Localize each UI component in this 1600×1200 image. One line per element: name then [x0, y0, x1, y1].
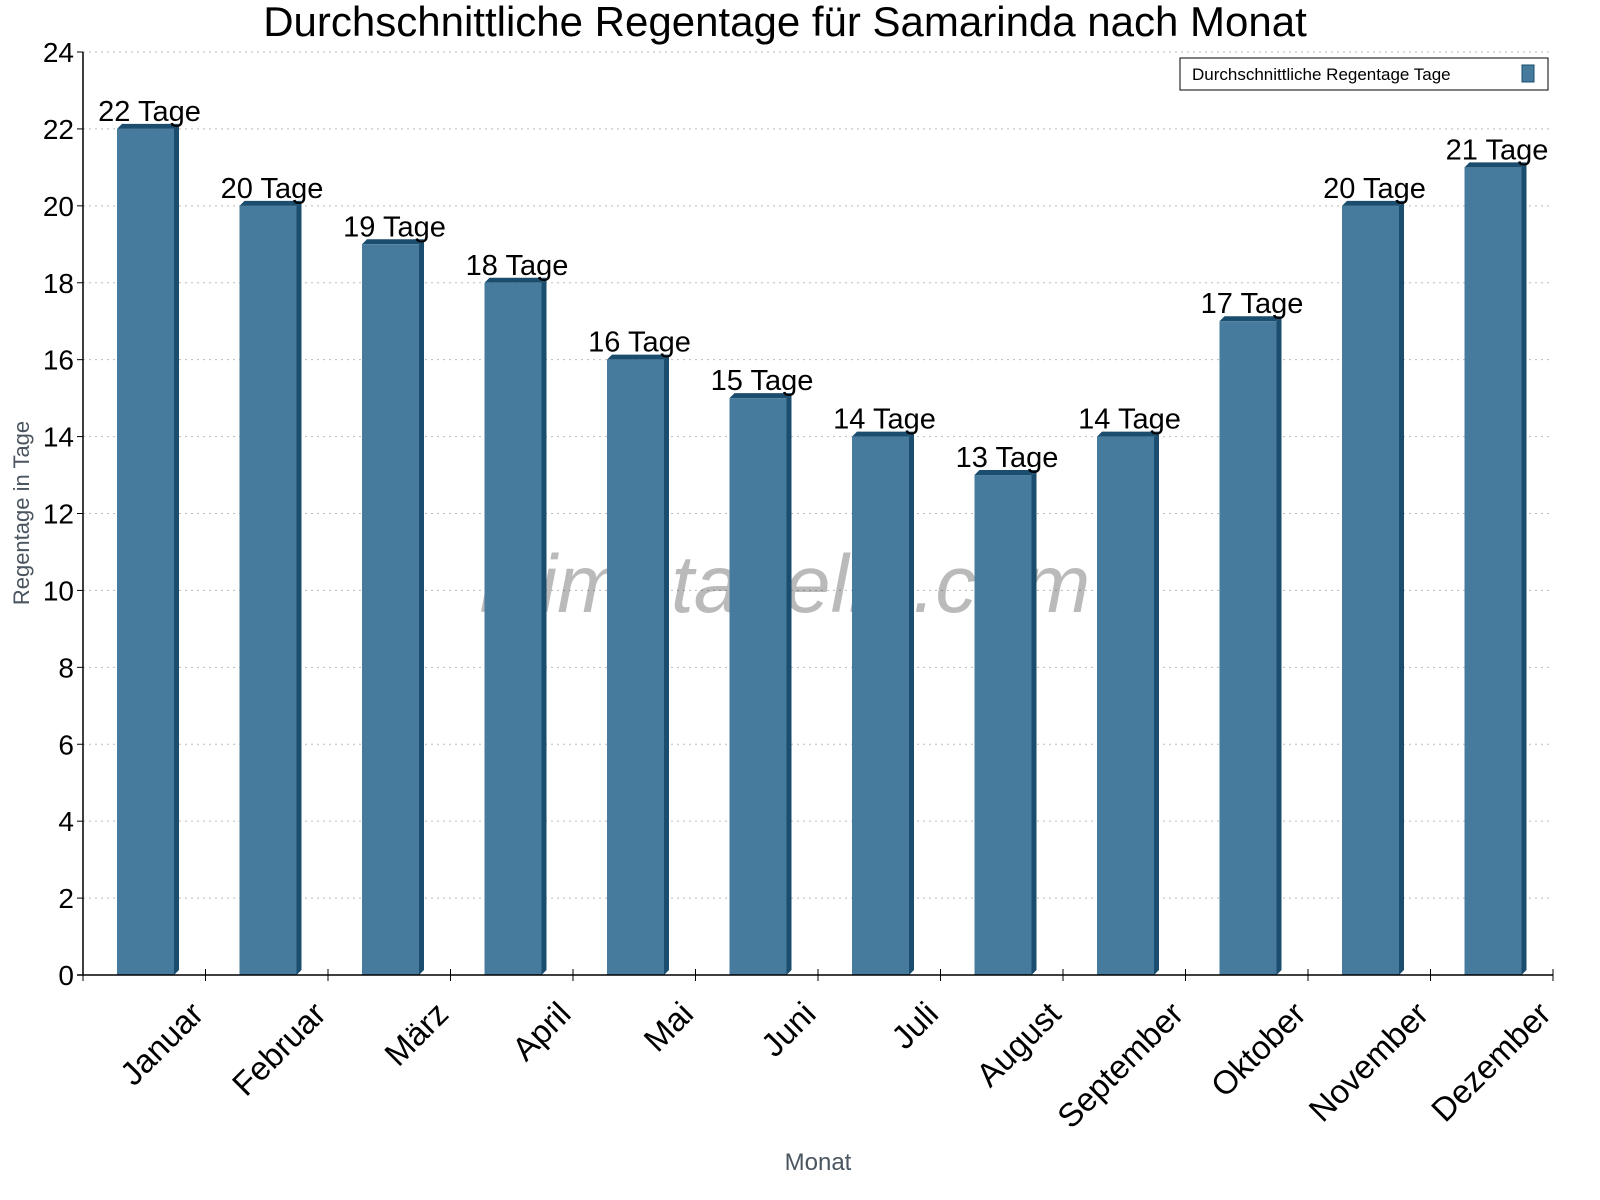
bar-top	[239, 200, 302, 206]
bar	[974, 475, 1032, 975]
data-label: 21 Tage	[1446, 134, 1549, 166]
bar-side	[1399, 200, 1404, 976]
x-tick-label: Januar	[113, 995, 211, 1093]
x-tick-label: September	[1050, 995, 1190, 1135]
legend-label: Durchschnittliche Regentage Tage	[1192, 65, 1451, 84]
bar-top	[484, 277, 547, 283]
bar	[852, 436, 909, 975]
legend-swatch	[1521, 64, 1535, 83]
bar-top	[362, 239, 424, 245]
y-tick-label: 8	[58, 652, 74, 683]
y-tick-label: 22	[43, 114, 74, 145]
bar	[1464, 167, 1522, 975]
bar-side	[664, 354, 669, 976]
bar-top	[1097, 431, 1159, 437]
bar-side	[541, 277, 547, 975]
data-label: 14 Tage	[833, 404, 936, 436]
data-label: 15 Tage	[711, 365, 814, 397]
bar-side	[174, 123, 179, 975]
y-tick-label: 0	[58, 960, 74, 991]
y-tick-label: 4	[58, 806, 74, 837]
bar	[729, 398, 787, 975]
x-tick-label: März	[377, 995, 455, 1073]
bar-side	[419, 239, 424, 975]
x-tick-label: April	[505, 995, 578, 1068]
data-label: 17 Tage	[1201, 288, 1304, 320]
bars: 22 Tage 20 Tage 19 Tage 18 Tage 16 Tage 15 Ta…	[98, 96, 1549, 976]
bar	[1097, 436, 1154, 975]
data-label: 20 Tage	[1323, 173, 1426, 205]
bar-top	[607, 354, 669, 360]
bar-top	[117, 123, 179, 129]
x-tick-label: Februar	[225, 995, 333, 1103]
y-tick-label: 12	[43, 499, 74, 530]
chart-title: Durchschnittliche Regentage für Samarind…	[263, 0, 1307, 45]
x-tick-label: Juli	[884, 995, 945, 1056]
data-label: 18 Tage	[466, 250, 569, 282]
bar-side	[1031, 470, 1037, 975]
y-tick-label: 14	[43, 422, 74, 453]
x-tick-label: August	[969, 995, 1068, 1094]
data-label: 16 Tage	[588, 327, 691, 359]
data-label: 22 Tage	[98, 96, 201, 128]
y-tick-label: 18	[43, 268, 74, 299]
y-tick-label: 6	[58, 729, 74, 760]
bar	[362, 244, 419, 975]
bar	[484, 282, 542, 975]
bar-side	[296, 200, 302, 976]
y-tick-label: 20	[43, 191, 74, 222]
y-tick-label: 10	[43, 575, 74, 606]
y-tick-label: 16	[43, 345, 74, 376]
bar	[607, 359, 664, 976]
x-axis-label: Monat	[785, 1149, 852, 1176]
bar-side	[1521, 162, 1527, 975]
bar	[1342, 205, 1399, 976]
bar-side	[1276, 316, 1282, 975]
x-tick-label: Oktober	[1204, 995, 1313, 1104]
bar-side	[909, 431, 914, 975]
bar-top	[852, 431, 914, 437]
x-tick-label: Mai	[636, 995, 700, 1059]
bar-top	[729, 393, 792, 399]
x-tick-label: November	[1301, 995, 1435, 1129]
y-axis-label: Regentage in Tage	[9, 421, 34, 605]
bar-top	[1342, 200, 1404, 206]
bar-side	[786, 393, 792, 975]
bar	[1219, 321, 1277, 975]
y-tick-label: 24	[43, 37, 74, 68]
bar-top	[1464, 162, 1527, 168]
bar-top	[1219, 316, 1282, 322]
data-label: 19 Tage	[343, 211, 446, 243]
bar	[117, 128, 174, 975]
data-label: 20 Tage	[221, 173, 324, 205]
bar	[239, 205, 297, 976]
data-label: 14 Tage	[1078, 404, 1181, 436]
x-tick-label: Dezember	[1424, 995, 1558, 1129]
gridlines	[83, 51, 1553, 899]
legend: Durchschnittliche Regentage Tage	[1179, 57, 1549, 91]
y-tick-label: 2	[58, 883, 74, 914]
data-label: 13 Tage	[956, 442, 1059, 474]
x-tick-label: Juni	[754, 995, 823, 1064]
bar-side	[1154, 431, 1159, 975]
bar-top	[974, 470, 1037, 476]
